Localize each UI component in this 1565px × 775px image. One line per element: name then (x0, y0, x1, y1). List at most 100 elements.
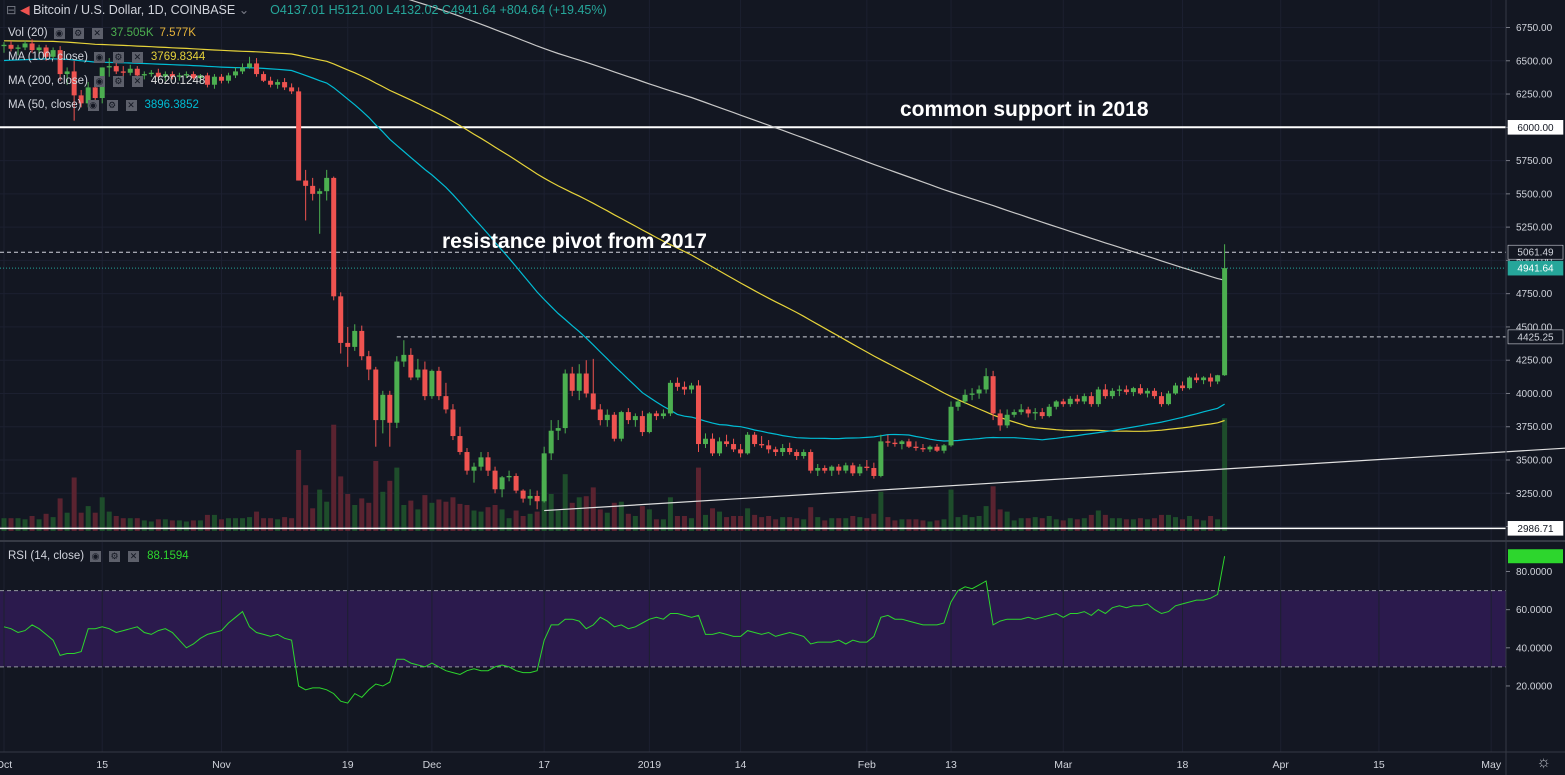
volume-bar (289, 518, 295, 531)
legend-ma100-label: MA (100, close) (8, 51, 88, 63)
volume-bar (562, 474, 568, 531)
candle-body (653, 413, 659, 417)
time-tick-label: 18 (1177, 759, 1189, 771)
volume-bar (373, 461, 379, 531)
rsi-tick-label: 20.0000 (1516, 681, 1553, 692)
settings-gear-icon[interactable]: ☼ (1536, 754, 1551, 771)
volume-bar (653, 519, 659, 531)
price-tag-box (1507, 521, 1564, 536)
legend-ma100[interactable]: MA (100, close) ◉ ⚙ ✕ 3769.8344 (8, 51, 205, 63)
volume-bar (443, 501, 449, 531)
ohlc-high: H5121.00 (328, 3, 383, 17)
candle-body (303, 180, 309, 186)
ascending-trendline (544, 447, 1565, 512)
volume-bar (436, 499, 442, 531)
volume-bar (1102, 514, 1108, 531)
annotation-resistance[interactable]: resistance pivot from 2017 (442, 230, 707, 253)
rsi-tick-label: 80.0000 (1516, 567, 1553, 578)
candle-body (738, 449, 744, 454)
volume-bar (885, 517, 891, 531)
candle-body (906, 441, 912, 447)
volume-bar (632, 516, 638, 531)
gear-icon[interactable]: ⚙ (109, 550, 121, 562)
rsi-value-tag (1508, 549, 1563, 564)
annotation-support[interactable]: common support in 2018 (900, 98, 1149, 121)
volume-bar (717, 511, 723, 531)
gear-icon[interactable]: ⚙ (112, 75, 124, 87)
candle-body (1208, 377, 1214, 382)
price-tick-label: 4000.00 (1516, 389, 1553, 400)
candle-body (240, 67, 246, 72)
candle-body (534, 495, 540, 502)
volume-bar (169, 520, 175, 531)
candle-body (275, 82, 281, 85)
volume-bar (787, 517, 793, 531)
candle-body (597, 409, 603, 421)
legend-rsi[interactable]: RSI (14, close) ◉ ⚙ ✕ 88.1594 (8, 550, 189, 562)
gear-icon[interactable]: ⚙ (112, 51, 124, 63)
volume-bar (695, 467, 701, 531)
volume-bar (15, 518, 21, 531)
symbol-title[interactable]: Bitcoin / U.S. Dollar, 1D, COINBASE (33, 3, 236, 17)
volume-bar (183, 521, 189, 531)
eye-icon[interactable]: ◉ (90, 550, 102, 562)
volume-bar (282, 517, 288, 531)
volume-bar (113, 516, 119, 531)
close-icon[interactable]: ✕ (131, 51, 143, 63)
candle-body (261, 74, 267, 81)
candle-body (92, 87, 98, 99)
legend-ma50[interactable]: MA (50, close) ◉ ⚙ ✕ 3896.3852 (8, 99, 199, 111)
legend-vol[interactable]: Vol (20) ◉ ⚙ ✕ 37.505K 7.577K (8, 27, 196, 39)
candle-body (190, 74, 196, 79)
eye-icon[interactable]: ◉ (53, 27, 65, 39)
volume-bar (141, 520, 147, 531)
volume-bar (801, 519, 807, 531)
candle-body (752, 434, 758, 445)
volume-bar (415, 509, 421, 531)
volume-bar (976, 516, 982, 531)
volume-bar (345, 494, 351, 531)
volume-bar (218, 519, 224, 531)
candle-body (345, 342, 351, 347)
close-icon[interactable]: ✕ (131, 75, 143, 87)
volume-bar (990, 486, 996, 531)
candle-body (282, 82, 288, 88)
candle-body (120, 71, 126, 73)
candle-body (604, 414, 610, 421)
candle-body (317, 191, 323, 194)
eye-icon[interactable]: ◉ (87, 99, 99, 111)
legend-ma200[interactable]: MA (200, close) ◉ ⚙ ✕ 4620.1248 (8, 75, 205, 87)
price-tag-label: 4941.64 (1517, 264, 1554, 275)
chevron-down-icon[interactable]: ⌄ (238, 3, 250, 17)
volume-bar (1032, 517, 1038, 531)
candle-body (1137, 388, 1143, 394)
volume-bar (927, 521, 933, 531)
legend-vol-ma-value: 7.577K (159, 27, 196, 39)
gear-icon[interactable]: ⚙ (72, 27, 84, 39)
volume-bar (401, 505, 407, 531)
eye-icon[interactable]: ◉ (93, 75, 105, 87)
candle-body (527, 495, 533, 499)
volume-bar (1116, 518, 1122, 531)
volume-bar (731, 516, 737, 531)
candle-body (639, 416, 645, 433)
candle-body (29, 43, 35, 51)
volume-bar (1208, 516, 1214, 531)
volume-bar (240, 518, 246, 531)
volume-bar (176, 520, 182, 531)
candle-body (338, 296, 344, 343)
gear-icon[interactable]: ⚙ (106, 99, 118, 111)
candle-body (1130, 388, 1136, 393)
candle-body (1116, 389, 1122, 391)
close-icon[interactable]: ✕ (91, 27, 103, 39)
close-icon[interactable]: ✕ (125, 99, 137, 111)
eye-icon[interactable]: ◉ (93, 51, 105, 63)
candle-body (113, 66, 119, 72)
candle-body (106, 66, 112, 68)
candle-body (688, 385, 694, 390)
candle-body (71, 71, 77, 96)
collapse-icon[interactable]: ⊟ (6, 3, 17, 17)
close-icon[interactable]: ✕ (128, 550, 140, 562)
candle-body (176, 75, 182, 77)
